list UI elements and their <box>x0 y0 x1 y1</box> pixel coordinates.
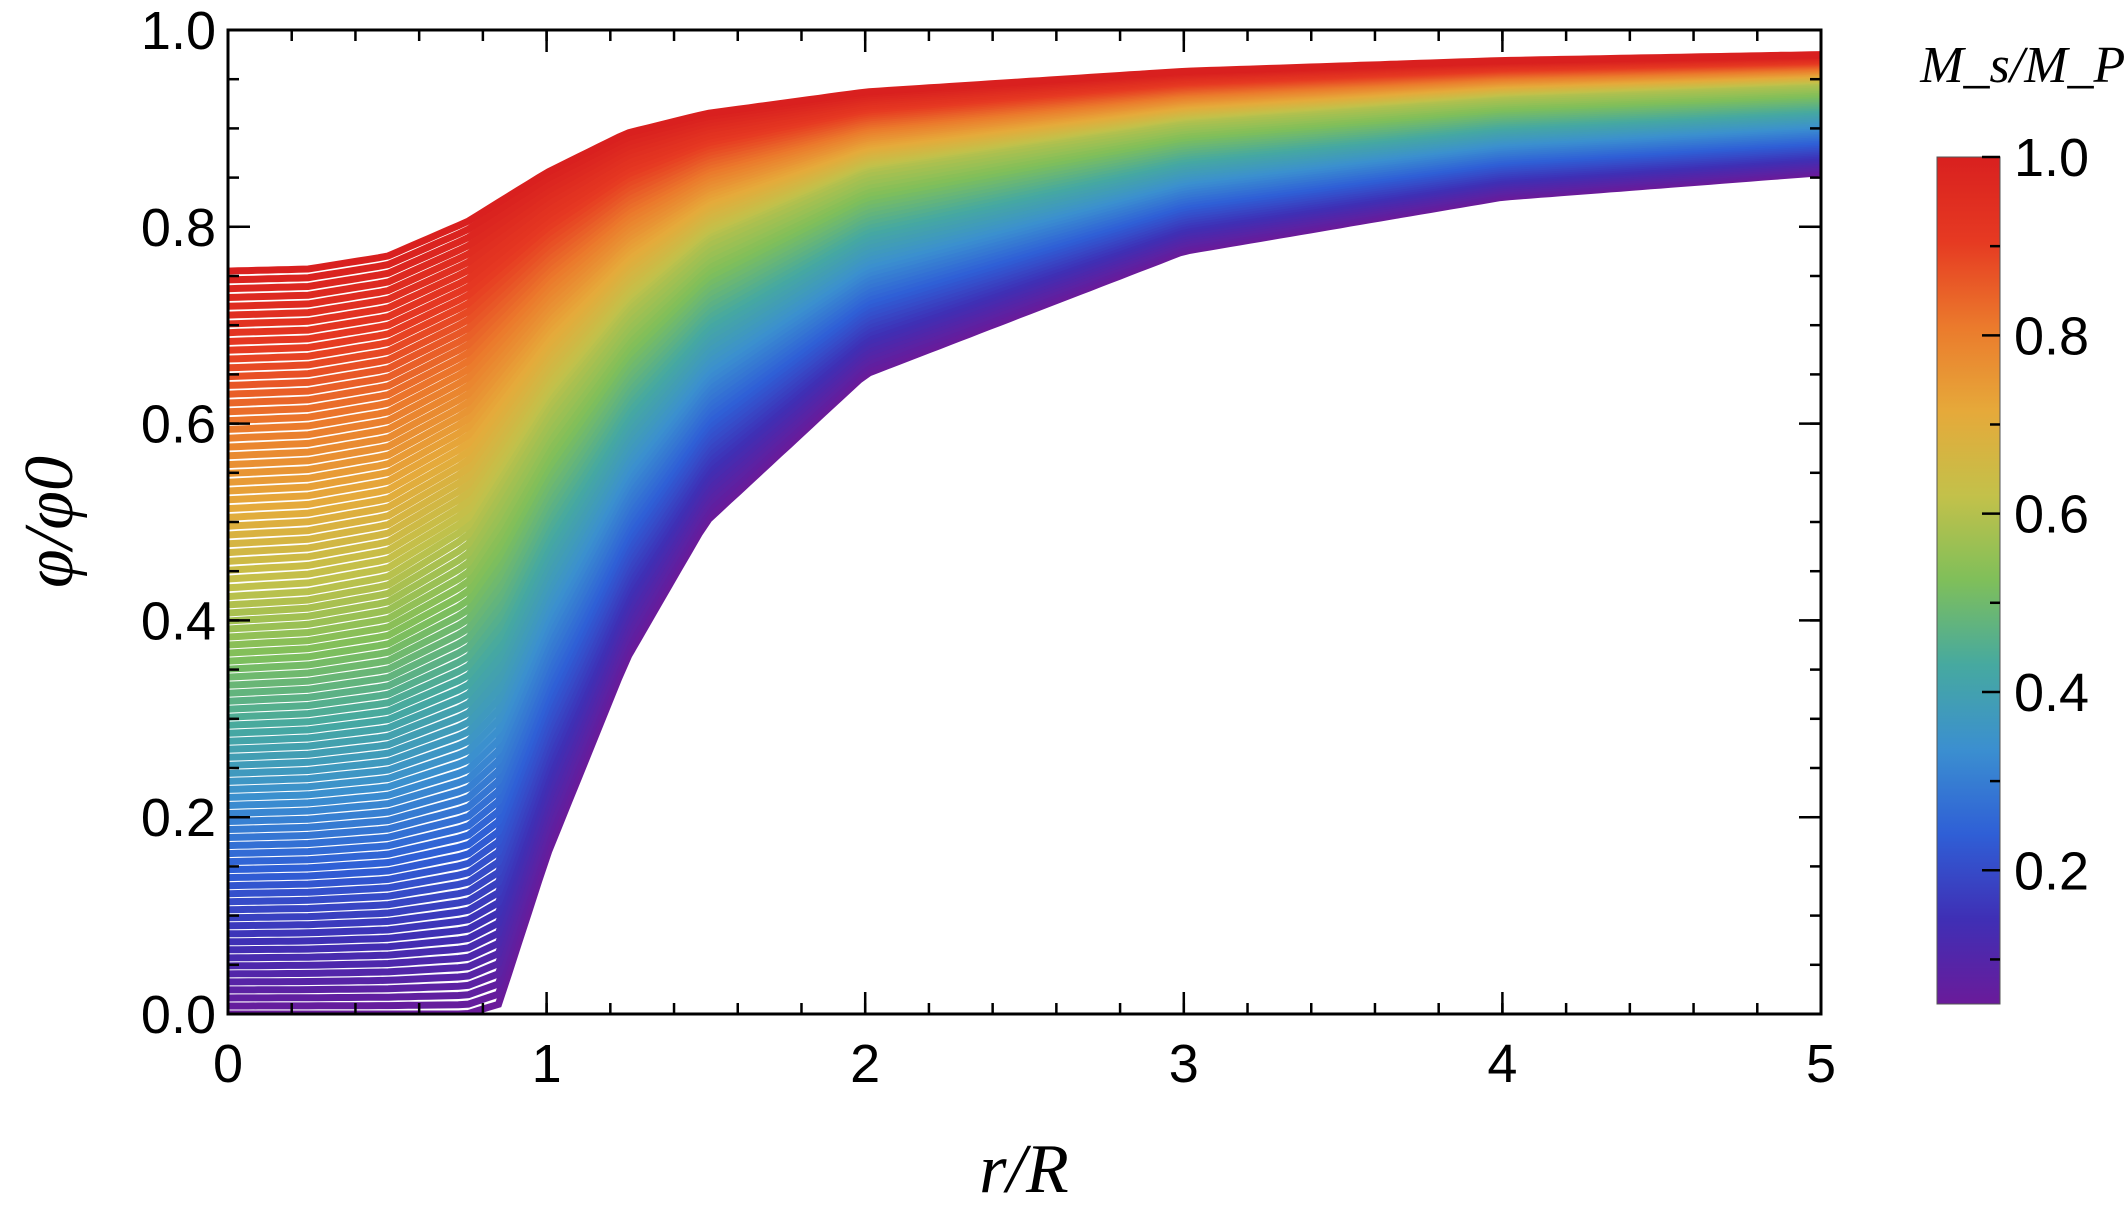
y-tick-labels: 0.0 0.2 0.4 0.6 0.8 1.0 <box>141 1 216 1045</box>
y-tick-label: 1.0 <box>141 1 216 61</box>
colorbar-tick-label: 1.0 <box>2014 128 2089 188</box>
colorbar-tick-label: 0.4 <box>2014 663 2089 723</box>
plot-area <box>228 51 1821 1014</box>
colorbar-ramp <box>1936 156 2001 1005</box>
x-tick-label: 4 <box>1487 1034 1517 1094</box>
colorbar-tick-label: 0.2 <box>2014 841 2089 901</box>
x-tick-label: 0 <box>213 1034 243 1094</box>
colorbar-ticks: 0.2 0.4 0.6 0.8 1.0 <box>1982 128 2089 961</box>
y-tick-label: 0.6 <box>141 395 216 455</box>
x-tick-label: 5 <box>1806 1034 1836 1094</box>
x-tick-label: 1 <box>532 1034 562 1094</box>
x-tick-label: 2 <box>850 1034 880 1094</box>
x-tick-label: 3 <box>1169 1034 1199 1094</box>
axis-ticks <box>226 28 1823 1016</box>
y-tick-label: 0.4 <box>141 591 216 651</box>
y-tick-label: 0.8 <box>141 198 216 258</box>
series-line <box>228 51 1821 275</box>
colorbar-title: M_s/M_Pl <box>1919 37 2128 94</box>
x-tick-labels: 0 1 2 3 4 5 <box>213 1034 1836 1094</box>
x-axis-label: r/R <box>979 1131 1068 1208</box>
y-tick-label: 0.2 <box>141 788 216 848</box>
colorbar: M_s/M_Pl 0.2 0.4 0.6 0.8 1.0 <box>1919 37 2128 1005</box>
colorbar-tick-label: 0.8 <box>2014 306 2089 366</box>
y-axis-label: φ/φ0 <box>11 456 88 588</box>
colorbar-tick-label: 0.6 <box>2014 485 2089 545</box>
y-tick-label: 0.0 <box>141 985 216 1045</box>
